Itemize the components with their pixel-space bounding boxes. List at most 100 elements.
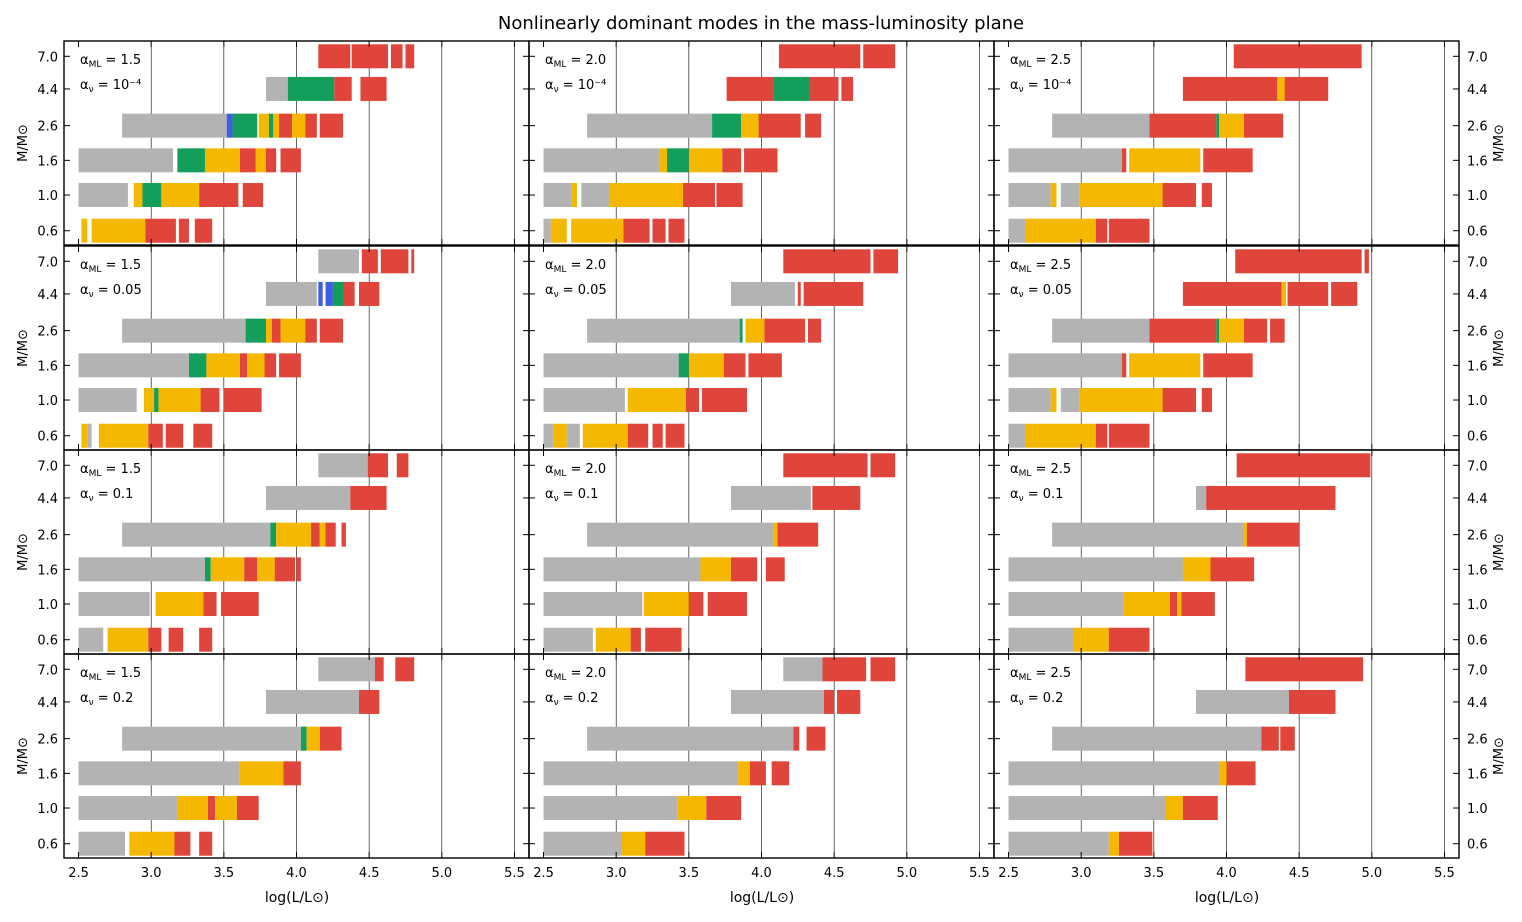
bar-segment-blue <box>325 281 333 306</box>
bar-segment-green <box>154 388 159 413</box>
bar-segment-gray <box>543 388 625 413</box>
bar-segment-gray <box>543 831 622 856</box>
y-tick-label: 7.0 <box>1467 459 1488 474</box>
y-tick-label: 1.6 <box>1467 154 1488 169</box>
bar-segment-red <box>319 113 343 138</box>
bar-segment-red <box>822 657 867 682</box>
bar-segment-red <box>361 249 378 274</box>
bar-segment-red <box>296 557 301 582</box>
panel-label-alpha-nu: αν = 10⁻⁴ <box>545 78 606 95</box>
bar-segment-red <box>165 423 184 448</box>
bar-segment-gray <box>78 183 128 208</box>
bar-segment-yellow <box>306 726 320 751</box>
x-tick-label: 5.5 <box>504 866 525 881</box>
bar-segment-red <box>178 218 189 243</box>
y-tick-label: 1.0 <box>1467 189 1488 204</box>
bar-segment-yellow <box>1129 353 1201 378</box>
panel-r1-c3: 7.0 4.4 2.6 1.6 1.0 0.6 M/M⊙ αML = 2.5 αν = 10⁻⁴ <box>993 40 1507 246</box>
bar-segment-yellow <box>688 353 724 378</box>
panel-label-alpha-ml: αML = 1.5 <box>80 53 141 70</box>
bar-segment-red <box>808 318 822 343</box>
bar-segment-red <box>319 318 343 343</box>
bar-segment-red <box>809 76 839 101</box>
bar-segment-yellow <box>595 627 631 652</box>
y-axis-label: M/M⊙ <box>1492 533 1507 571</box>
bar-segment-yellow <box>1219 761 1227 786</box>
bar-segment-red <box>1284 76 1329 101</box>
bar-segment-red <box>823 689 835 714</box>
y-axis-label: M/M⊙ <box>1492 124 1507 162</box>
bar-segment-gray <box>543 218 551 243</box>
bar-segment-green <box>739 318 743 343</box>
bar-segment-red <box>812 485 861 510</box>
bar-segment-yellow <box>1050 388 1057 413</box>
bar-segment-gray <box>78 796 178 821</box>
bar-segment-gray <box>265 76 288 101</box>
chart-title: Nonlinearly dominant modes in the mass-l… <box>498 13 1024 34</box>
bar-segment-red <box>1235 249 1362 274</box>
panel-r3-c1: 7.0 4.4 2.6 1.6 1.0 0.6 M/M⊙ αML = 1.5 αν = 0.1 <box>16 449 530 655</box>
bar-segment-red <box>645 627 682 652</box>
bar-segment-yellow <box>1177 592 1182 617</box>
bar-segment-red <box>395 657 415 682</box>
y-tick-label: 0.6 <box>1467 430 1488 445</box>
bar-segment-red <box>870 453 896 478</box>
bar-segment-yellow <box>553 423 567 448</box>
bar-segment-gray <box>730 689 824 714</box>
bar-segment-gray <box>1008 831 1109 856</box>
bar-segment-green <box>1216 318 1220 343</box>
bar-segment-red <box>744 148 778 173</box>
bar-segment-red <box>1280 726 1295 751</box>
bar-segment-gray <box>1195 689 1289 714</box>
y-tick-label: 4.4 <box>37 492 58 507</box>
x-tick-label: 4.0 <box>286 866 307 881</box>
y-tick-label: 0.6 <box>1467 225 1488 240</box>
bar-segment-red <box>358 689 380 714</box>
y-axis-label: M/M⊙ <box>16 737 31 775</box>
bar-segment-red <box>1108 218 1150 243</box>
panel-label-alpha-nu: αν = 0.1 <box>80 487 133 504</box>
panel-label-alpha-ml: αML = 2.0 <box>545 258 606 275</box>
bar-segment-red <box>1095 423 1108 448</box>
x-tick-label: 4.0 <box>1216 866 1237 881</box>
bar-segment-red <box>1331 281 1358 306</box>
bar-segment-gray <box>543 627 593 652</box>
bar-segment-yellow <box>129 831 175 856</box>
bar-segment-yellow <box>1025 423 1096 448</box>
bar-segment-gray <box>1008 557 1183 582</box>
x-tick-label: 4.5 <box>1289 866 1310 881</box>
bar-segment-yellow <box>1165 796 1183 821</box>
bar-segment-yellow <box>210 557 245 582</box>
bar-segment-red <box>783 249 871 274</box>
y-axis-label: M/M⊙ <box>16 533 31 571</box>
bar-segment-green <box>287 76 335 101</box>
bar-segment-yellow <box>745 318 765 343</box>
bar-segment-red <box>199 183 239 208</box>
bar-segment-red <box>1226 761 1256 786</box>
bar-segment-yellow <box>143 388 155 413</box>
bar-segment-gray <box>783 657 823 682</box>
bar-segment-yellow <box>688 148 723 173</box>
y-tick-label: 7.0 <box>37 255 58 270</box>
bar-segment-red <box>405 44 415 69</box>
bar-segment-gray <box>1052 318 1150 343</box>
bar-segment-red <box>764 318 806 343</box>
bar-segment-gray <box>265 689 359 714</box>
bar-segment-red <box>1095 218 1108 243</box>
bar-segment-red <box>396 453 409 478</box>
bar-segment-green <box>270 522 277 547</box>
bar-segment-yellow <box>133 183 143 208</box>
bar-segment-red <box>783 453 868 478</box>
y-tick-label: 1.6 <box>1467 563 1488 578</box>
bar-segment-gray <box>543 148 660 173</box>
bar-segment-gray <box>1195 485 1207 510</box>
y-tick-label: 4.4 <box>1467 288 1488 303</box>
panel-label-alpha-ml: αML = 2.0 <box>545 666 606 683</box>
bar-segment-yellow <box>273 113 280 138</box>
bar-segment-red <box>730 557 758 582</box>
bar-segment-gray <box>543 557 701 582</box>
x-tick-label: 3.5 <box>679 866 700 881</box>
bar-segment-yellow <box>1079 183 1163 208</box>
bar-segment-red <box>1203 148 1253 173</box>
y-tick-label: 0.6 <box>37 634 58 649</box>
